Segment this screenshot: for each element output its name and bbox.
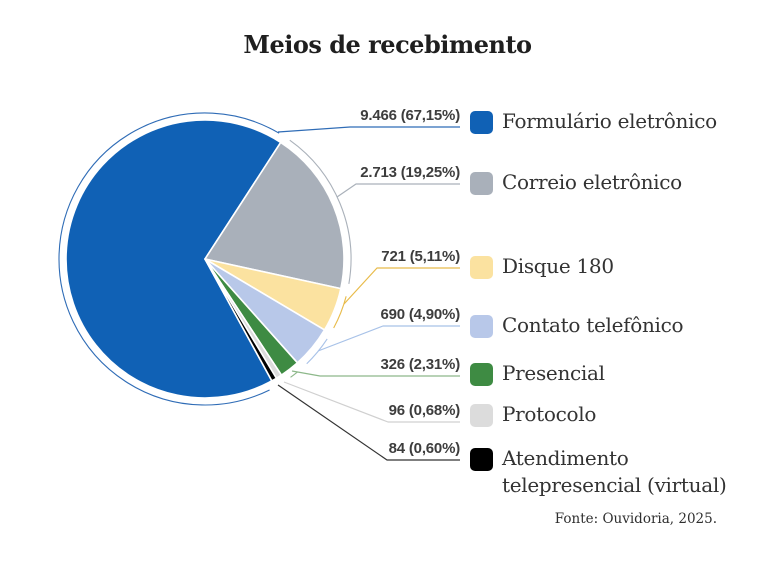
callout-correio-eletronico: 2.713 (19,25%)	[360, 164, 460, 181]
legend-label-formulario-eletronico: Formulário eletrônico	[502, 109, 717, 133]
legend-swatch-disque-180	[470, 256, 493, 279]
legend-swatch-correio-eletronico	[470, 172, 493, 195]
legend-label-disque-180: Disque 180	[502, 254, 614, 278]
slice-guide-arc-disque-180	[333, 296, 347, 329]
slice-guide-arc-contato-telefo-nico	[306, 338, 328, 365]
leader-line-atendimento-telepresencial-virtual	[277, 384, 460, 461]
legend-swatch-formulario-eletronico	[470, 111, 493, 134]
legend-label-protocolo: Protocolo	[502, 402, 597, 426]
pie-slice-atendimento-telepresencial-virtual	[204, 258, 278, 382]
pie-slice-correio-eletro-nico	[204, 141, 345, 290]
callout-disque-180: 721 (5,11%)	[381, 248, 460, 265]
callout-formulario-eletronico: 9.466 (67,15%)	[360, 107, 460, 124]
callout-contato-telefonico: 690 (4,90%)	[380, 306, 460, 323]
leader-line-correio-eletro-nico	[336, 183, 460, 198]
legend-label-correio-eletronico: Correio eletrônico	[502, 170, 682, 194]
slice-guide-arc-correio-eletro-nico	[289, 139, 352, 284]
leader-line-disque-180	[343, 267, 460, 305]
callout-atendimento-telepresencial: 84 (0,60%)	[388, 440, 461, 457]
legend-swatch-atendimento-telepresencial	[470, 448, 493, 471]
legend-label-contato-telefonico: Contato telefônico	[502, 313, 684, 337]
source-note: Fonte: Ouvidoria, 2025.	[554, 511, 717, 527]
pie-slice-formula-rio-eletro-nico	[65, 119, 282, 399]
leader-line-formula-rio-eletro-nico	[277, 126, 460, 133]
callout-protocolo: 96 (0,68%)	[388, 402, 461, 419]
callout-presencial: 326 (2,31%)	[380, 356, 460, 373]
slice-guide-arc-formula-rio-eletro-nico	[58, 112, 280, 406]
legend-swatch-presencial	[470, 363, 493, 386]
legend-label-presencial: Presencial	[502, 361, 605, 385]
leader-line-contato-telefo-nico	[317, 325, 460, 352]
leader-line-presencial	[291, 370, 460, 377]
leader-line-protocolo	[283, 381, 460, 423]
chart-title: Meios de recebimento	[243, 30, 532, 59]
legend-label-atendimento-telepresencial: Atendimento telepresencial (virtual)	[502, 446, 727, 497]
legend-swatch-protocolo	[470, 404, 493, 427]
legend-swatch-contato-telefonico	[470, 315, 493, 338]
